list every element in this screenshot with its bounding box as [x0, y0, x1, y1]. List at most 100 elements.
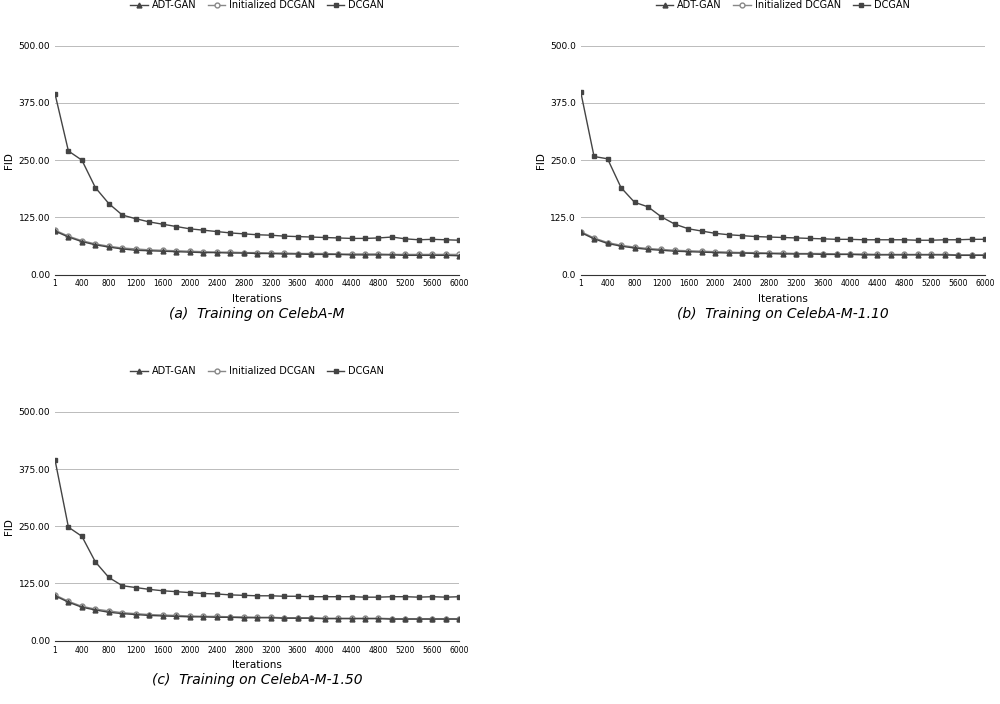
- ADT-GAN: [453, 615, 465, 623]
- DCGAN: [912, 236, 924, 244]
- Initialized DCGAN: [602, 238, 614, 246]
- DCGAN: [736, 232, 748, 240]
- ADT-GAN: [453, 251, 465, 260]
- Initialized DCGAN: [116, 244, 128, 252]
- DCGAN: [426, 235, 438, 244]
- Line: Initialized DCGAN: Initialized DCGAN: [53, 593, 462, 621]
- ADT-GAN: [386, 251, 398, 259]
- DCGAN: [804, 234, 816, 243]
- ADT-GAN: [197, 612, 209, 621]
- DCGAN: [224, 229, 236, 237]
- ADT-GAN: [251, 249, 263, 258]
- Initialized DCGAN: [399, 250, 411, 258]
- ADT-GAN: [170, 247, 182, 256]
- DCGAN: [197, 589, 209, 598]
- DCGAN: [305, 233, 317, 241]
- Initialized DCGAN: [278, 249, 290, 257]
- Initialized DCGAN: [575, 227, 587, 236]
- Initialized DCGAN: [211, 612, 223, 621]
- Initialized DCGAN: [184, 247, 196, 256]
- Initialized DCGAN: [319, 614, 331, 622]
- DCGAN: [669, 220, 681, 228]
- Initialized DCGAN: [386, 250, 398, 258]
- DCGAN: [399, 234, 411, 243]
- Initialized DCGAN: [413, 250, 425, 258]
- Initialized DCGAN: [76, 602, 88, 610]
- Initialized DCGAN: [844, 250, 856, 258]
- Y-axis label: FID: FID: [4, 152, 14, 168]
- ADT-GAN: [62, 598, 74, 606]
- DCGAN: [292, 232, 304, 241]
- ADT-GAN: [103, 608, 115, 617]
- DCGAN: [170, 222, 182, 231]
- Line: ADT-GAN: ADT-GAN: [53, 593, 462, 622]
- ADT-GAN: [238, 249, 250, 257]
- ADT-GAN: [925, 251, 937, 259]
- Initialized DCGAN: [399, 615, 411, 623]
- DCGAN: [372, 593, 384, 601]
- DCGAN: [170, 587, 182, 596]
- ADT-GAN: [750, 249, 762, 258]
- ADT-GAN: [89, 241, 101, 249]
- DCGAN: [184, 225, 196, 233]
- ADT-GAN: [184, 612, 196, 621]
- Initialized DCGAN: [426, 250, 438, 258]
- DCGAN: [588, 152, 600, 161]
- DCGAN: [386, 233, 398, 241]
- Initialized DCGAN: [723, 248, 735, 256]
- DCGAN: [76, 532, 88, 541]
- DCGAN: [615, 183, 627, 191]
- Initialized DCGAN: [130, 610, 142, 618]
- DCGAN: [723, 230, 735, 239]
- DCGAN: [426, 593, 438, 601]
- Initialized DCGAN: [952, 251, 964, 259]
- DCGAN: [332, 234, 344, 242]
- ADT-GAN: [372, 615, 384, 623]
- Initialized DCGAN: [831, 250, 843, 258]
- Text: (a)  Training on CelebA-M: (a) Training on CelebA-M: [169, 307, 345, 321]
- ADT-GAN: [413, 615, 425, 623]
- Initialized DCGAN: [305, 249, 317, 258]
- ADT-GAN: [413, 251, 425, 260]
- DCGAN: [750, 232, 762, 241]
- ADT-GAN: [669, 247, 681, 256]
- ADT-GAN: [736, 249, 748, 257]
- DCGAN: [399, 593, 411, 601]
- ADT-GAN: [130, 610, 142, 619]
- DCGAN: [89, 183, 101, 191]
- Initialized DCGAN: [62, 232, 74, 240]
- Initialized DCGAN: [143, 610, 155, 619]
- ADT-GAN: [399, 615, 411, 623]
- Initialized DCGAN: [682, 246, 694, 255]
- ADT-GAN: [372, 251, 384, 259]
- Line: DCGAN: DCGAN: [578, 89, 987, 243]
- ADT-GAN: [103, 243, 115, 251]
- Initialized DCGAN: [912, 250, 924, 258]
- DCGAN: [372, 234, 384, 242]
- DCGAN: [265, 591, 277, 600]
- ADT-GAN: [292, 614, 304, 622]
- DCGAN: [763, 233, 775, 241]
- ADT-GAN: [157, 612, 169, 620]
- ADT-GAN: [346, 251, 358, 259]
- DCGAN: [575, 87, 587, 96]
- Initialized DCGAN: [292, 613, 304, 622]
- Initialized DCGAN: [49, 591, 61, 599]
- DCGAN: [62, 146, 74, 155]
- Initialized DCGAN: [238, 249, 250, 257]
- Initialized DCGAN: [278, 613, 290, 622]
- ADT-GAN: [224, 249, 236, 257]
- ADT-GAN: [831, 250, 843, 258]
- Initialized DCGAN: [925, 250, 937, 258]
- Initialized DCGAN: [346, 614, 358, 622]
- Y-axis label: FID: FID: [536, 152, 546, 168]
- Initialized DCGAN: [359, 250, 371, 258]
- ADT-GAN: [143, 246, 155, 255]
- DCGAN: [76, 156, 88, 164]
- Initialized DCGAN: [817, 249, 829, 258]
- ADT-GAN: [790, 250, 802, 258]
- ADT-GAN: [184, 248, 196, 256]
- Initialized DCGAN: [103, 607, 115, 615]
- ADT-GAN: [265, 249, 277, 258]
- DCGAN: [211, 590, 223, 598]
